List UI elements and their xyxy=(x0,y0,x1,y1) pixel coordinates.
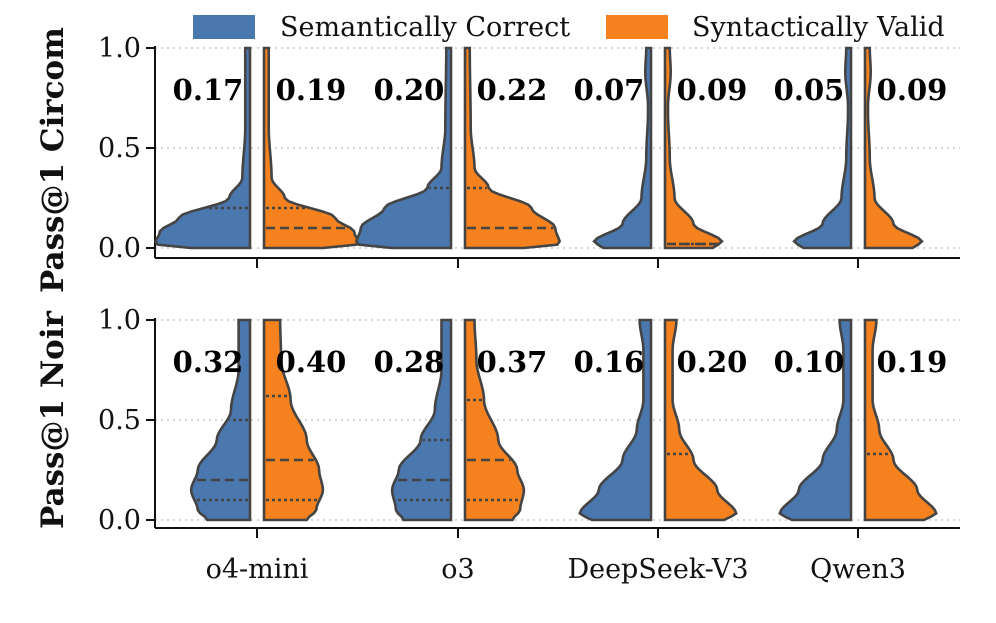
violin-half-semantic xyxy=(592,46,653,250)
mean-label-syntactic: 0.09 xyxy=(677,73,748,107)
violin-o3: 0.28 0.37 xyxy=(374,318,548,522)
legend-swatch-semantic xyxy=(193,15,255,39)
violin-half-syntactic xyxy=(463,46,562,250)
mean-label-semantic: 0.16 xyxy=(574,345,645,379)
violin-half-semantic xyxy=(792,46,853,250)
legend-swatch-syntactic xyxy=(606,15,668,39)
violin-o4-mini: 0.32 0.40 xyxy=(173,318,347,522)
violin-o3: 0.20 0.22 xyxy=(354,46,562,250)
mean-label-semantic: 0.32 xyxy=(173,345,244,379)
violin-half-syntactic xyxy=(663,318,738,522)
x-tick-label: o4-mini xyxy=(206,554,309,585)
violin-Qwen3: 0.10 0.19 xyxy=(774,318,948,522)
mean-label-semantic: 0.07 xyxy=(574,73,645,107)
y-tick-label: 1.0 xyxy=(98,33,141,64)
mean-label-syntactic: 0.19 xyxy=(276,73,347,107)
violin-half-syntactic xyxy=(863,46,924,250)
x-tick-label: o3 xyxy=(441,554,474,585)
panel-2: 0.0 0.5 1.0 Pass@1 Noir 0.32 0.40 0.28 0.37 0.16… xyxy=(35,305,960,585)
legend-label-syntactic: Syntactically Valid xyxy=(692,12,945,43)
mean-label-semantic: 0.28 xyxy=(374,345,445,379)
violin-Qwen3: 0.05 0.09 xyxy=(774,46,948,250)
violin-DeepSeek-V3: 0.07 0.09 xyxy=(574,46,748,250)
y-axis-label: Pass@1 Noir xyxy=(35,310,71,529)
mean-label-semantic: 0.17 xyxy=(173,73,244,107)
mean-label-syntactic: 0.37 xyxy=(477,345,548,379)
violin-half-semantic xyxy=(154,46,252,250)
mean-label-semantic: 0.05 xyxy=(774,73,845,107)
y-tick-label: 0.5 xyxy=(98,133,141,164)
mean-label-syntactic: 0.40 xyxy=(276,345,347,379)
x-tick-label: DeepSeek-V3 xyxy=(567,554,748,585)
legend-label-semantic: Semantically Correct xyxy=(280,12,570,43)
y-axis-label: Pass@1 Circom xyxy=(35,27,71,293)
violin-DeepSeek-V3: 0.16 0.20 xyxy=(574,318,748,522)
mean-label-semantic: 0.10 xyxy=(774,345,845,379)
y-tick-label: 0.0 xyxy=(98,233,141,264)
legend: Semantically Correct Syntactically Valid xyxy=(193,12,945,43)
violin-half-syntactic xyxy=(463,318,526,522)
violin-half-syntactic xyxy=(663,46,724,250)
mean-label-syntactic: 0.20 xyxy=(677,345,748,379)
violin-half-semantic xyxy=(578,318,653,522)
violin-half-semantic xyxy=(354,46,453,250)
violin-half-semantic xyxy=(390,318,453,522)
x-tick-label: Qwen3 xyxy=(810,554,906,585)
violin-half-syntactic xyxy=(863,318,938,522)
mean-label-syntactic: 0.22 xyxy=(477,73,548,107)
violin-half-syntactic xyxy=(262,318,325,522)
y-tick-label: 1.0 xyxy=(98,305,141,336)
mean-label-syntactic: 0.19 xyxy=(877,345,948,379)
y-tick-label: 0.0 xyxy=(98,505,141,536)
violin-half-semantic xyxy=(778,318,853,522)
mean-label-semantic: 0.20 xyxy=(374,73,445,107)
mean-label-syntactic: 0.09 xyxy=(877,73,948,107)
y-tick-label: 0.5 xyxy=(98,405,141,436)
violin-half-semantic xyxy=(189,318,252,522)
violin-o4-mini: 0.17 0.19 xyxy=(154,46,360,250)
